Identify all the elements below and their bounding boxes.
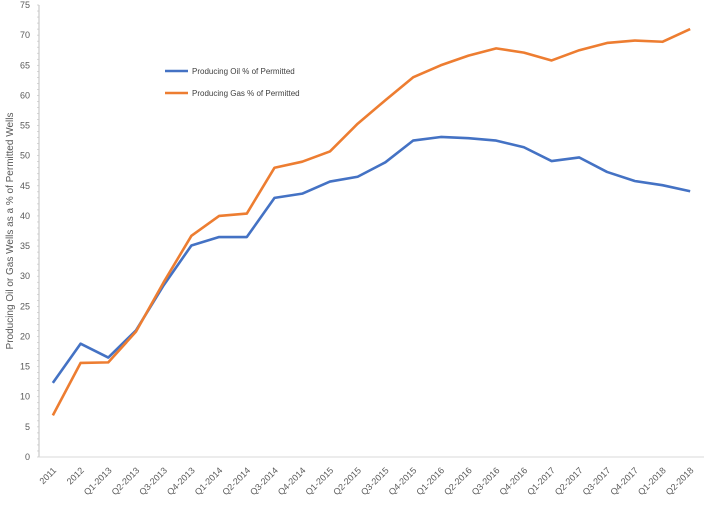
x-tick-label: Q2-2017 bbox=[553, 465, 585, 497]
x-tick-label: Q1-2014 bbox=[193, 465, 225, 497]
y-axis-label: Producing Oil or Gas Wells as a % of Per… bbox=[5, 113, 16, 350]
x-tick-label: Q3-2015 bbox=[359, 465, 391, 497]
x-tick-label: Q2-2013 bbox=[110, 465, 142, 497]
x-tick-label: Q3-2016 bbox=[470, 465, 502, 497]
y-tick-label: 40 bbox=[20, 211, 30, 221]
x-tick-label: Q2-2015 bbox=[331, 465, 363, 497]
y-tick-label: 35 bbox=[20, 241, 30, 251]
legend: Producing Oil % of Permitted Producing Ga… bbox=[165, 67, 300, 98]
x-tick-label: Q4-2014 bbox=[276, 465, 308, 497]
x-tick-label: Q1-2013 bbox=[82, 465, 114, 497]
y-tick-label: 5 bbox=[25, 422, 30, 432]
y-tick-label: 65 bbox=[20, 60, 30, 70]
y-tick-label: 60 bbox=[20, 90, 30, 100]
x-tick-label: Q3-2013 bbox=[137, 465, 169, 497]
x-tick-label: Q1-2016 bbox=[414, 465, 446, 497]
series-lines bbox=[51, 27, 691, 417]
series-line-oil bbox=[51, 135, 691, 384]
y-tick-label: 0 bbox=[25, 452, 30, 462]
x-tick-label: Q2-2018 bbox=[664, 465, 696, 497]
y-tick-label: 25 bbox=[20, 301, 30, 311]
series-line-gas bbox=[51, 27, 691, 417]
y-tick-label: 55 bbox=[20, 121, 30, 131]
x-tick-label: Q3-2014 bbox=[248, 465, 280, 497]
x-tick-label: Q3-2017 bbox=[581, 465, 613, 497]
legend-label: Producing Oil % of Permitted bbox=[192, 67, 295, 76]
legend-label: Producing Gas % of Permitted bbox=[192, 89, 300, 98]
y-tick-label: 10 bbox=[20, 392, 30, 402]
x-tick-label: Q4-2016 bbox=[497, 465, 529, 497]
x-tick-label: Q4-2017 bbox=[608, 465, 640, 497]
x-tick-label: Q1-2018 bbox=[636, 465, 668, 497]
y-tick-label: 20 bbox=[20, 331, 30, 341]
y-tick-label: 75 bbox=[20, 0, 30, 10]
x-tick-label: 2012 bbox=[65, 465, 86, 486]
x-tick-label: Q4-2015 bbox=[387, 465, 419, 497]
y-tick-label: 45 bbox=[20, 181, 30, 191]
y-tick-label: 30 bbox=[20, 271, 30, 281]
x-tick-label: Q1-2017 bbox=[525, 465, 557, 497]
y-tick-label: 70 bbox=[20, 30, 30, 40]
x-tick-label: Q1-2015 bbox=[304, 465, 336, 497]
y-tick-label: 15 bbox=[20, 362, 30, 372]
y-tick-label: 50 bbox=[20, 151, 30, 161]
x-tick-label: Q2-2016 bbox=[442, 465, 474, 497]
x-tick-label: 2011 bbox=[38, 465, 59, 486]
x-tick-label: Q2-2014 bbox=[220, 465, 252, 497]
x-tick-label: Q4-2013 bbox=[165, 465, 197, 497]
